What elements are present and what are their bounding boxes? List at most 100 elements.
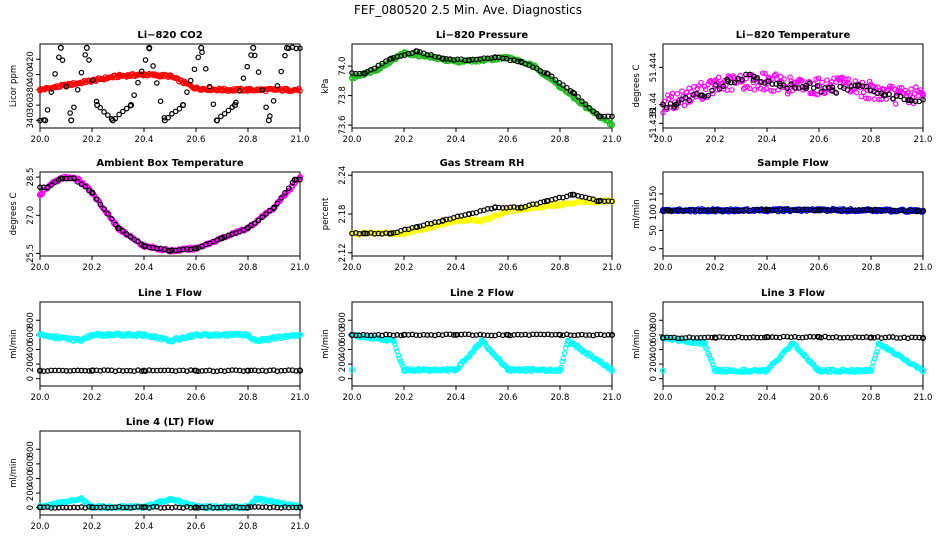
data-point — [720, 83, 727, 89]
x-tick-label: 20.8 — [862, 263, 881, 273]
data-point — [822, 207, 828, 214]
data-point — [698, 79, 704, 86]
data-point — [504, 366, 512, 373]
data-point — [255, 504, 262, 510]
data-point — [559, 358, 565, 365]
x-tick-label: 20.0 — [343, 393, 362, 403]
x-tick-label: 20.2 — [706, 263, 725, 273]
data-point — [42, 117, 49, 124]
y-axis-label: ml/min — [632, 329, 642, 359]
data-point — [514, 331, 521, 338]
data-point — [784, 85, 791, 92]
data-point — [608, 331, 616, 338]
chart-panel-9: Line 4 (LT) Flow 20.0 20.2 20.4 20.6 20.8 21.0… — [9, 417, 309, 532]
data-point — [251, 52, 258, 59]
data-point — [762, 70, 768, 77]
data-point — [424, 220, 431, 227]
data-point — [146, 44, 153, 51]
data-point — [914, 207, 921, 214]
data-point — [709, 87, 715, 94]
data-point — [361, 230, 369, 237]
y-tick-label: 74.0 — [338, 57, 348, 76]
data-point — [792, 84, 798, 91]
data-point — [582, 332, 589, 338]
y-tick-label: 200 — [649, 356, 659, 372]
data-point — [74, 367, 81, 374]
data-point — [679, 208, 685, 214]
panel-title: Gas Stream RH — [440, 158, 525, 169]
data-point — [920, 96, 926, 103]
data-point — [172, 108, 179, 115]
data-point — [150, 504, 156, 510]
plot-frame — [351, 301, 613, 387]
data-point — [484, 332, 491, 339]
data-point — [195, 54, 202, 61]
data-point — [210, 101, 217, 108]
data-point — [105, 504, 111, 511]
data-point — [140, 242, 148, 249]
data-point — [777, 73, 784, 80]
data-point — [161, 114, 168, 121]
data-point — [452, 366, 460, 373]
data-point — [763, 85, 770, 92]
data-point — [894, 352, 900, 359]
data-point — [120, 228, 126, 234]
data-point — [108, 116, 115, 122]
x-tick-label: 20.0 — [31, 135, 50, 145]
data-point — [478, 217, 486, 224]
data-point — [833, 90, 840, 96]
data-point — [769, 81, 776, 87]
data-point — [780, 82, 787, 88]
data-point — [552, 77, 559, 83]
data-point — [608, 122, 616, 129]
y-tick-label: 73.8 — [338, 86, 348, 105]
data-point — [443, 216, 450, 223]
data-point — [897, 207, 904, 214]
data-point — [135, 504, 141, 510]
data-point — [187, 367, 194, 373]
data-point — [912, 98, 919, 105]
data-point — [120, 368, 126, 374]
x-tick-label: 20.4 — [447, 135, 466, 145]
data-point — [484, 216, 491, 223]
data-point — [44, 184, 51, 191]
data-point — [70, 175, 77, 182]
x-tick-label: 20.2 — [395, 393, 414, 403]
x-tick-label: 21.0 — [914, 135, 933, 145]
x-tick-label: 20.6 — [187, 393, 206, 403]
y-tick-label: 2.24 — [338, 166, 348, 185]
data-point — [739, 76, 745, 83]
y-tick-label: 51.438 — [649, 108, 659, 138]
data-point — [682, 207, 689, 214]
data-point — [259, 504, 266, 511]
data-point — [450, 332, 457, 338]
data-point — [858, 93, 865, 100]
plot-frame — [662, 171, 924, 257]
data-point — [507, 204, 514, 211]
y-axis-label: ml/min — [321, 329, 331, 359]
data-point — [142, 57, 149, 63]
figure-title: FEF_080520 2.5 Min. Ave. Diagnostics — [354, 3, 582, 17]
data-point — [63, 368, 70, 374]
data-point — [810, 207, 817, 214]
data-point — [710, 362, 716, 368]
data-point — [93, 196, 100, 202]
series-black — [349, 48, 615, 120]
data-point — [108, 504, 115, 511]
data-point — [278, 195, 284, 201]
chart-panel-0: Li−820 CO2 20.0 20.2 20.4 20.6 20.8 21.0 340360… — [9, 30, 309, 145]
data-point — [815, 367, 823, 374]
data-point — [556, 331, 564, 338]
data-point — [465, 210, 473, 218]
chart-panel-4: Gas Stream RH 20.0 20.2 20.4 20.6 20.8 21.0 2.1… — [321, 158, 621, 273]
data-point — [296, 504, 304, 511]
data-point — [48, 505, 55, 511]
data-point — [690, 335, 696, 341]
data-point — [663, 334, 670, 341]
data-point — [518, 332, 525, 338]
x-tick-label: 20.8 — [239, 263, 258, 273]
data-point — [176, 367, 183, 374]
data-point — [682, 95, 689, 101]
data-point — [886, 334, 892, 340]
data-point — [108, 216, 115, 222]
